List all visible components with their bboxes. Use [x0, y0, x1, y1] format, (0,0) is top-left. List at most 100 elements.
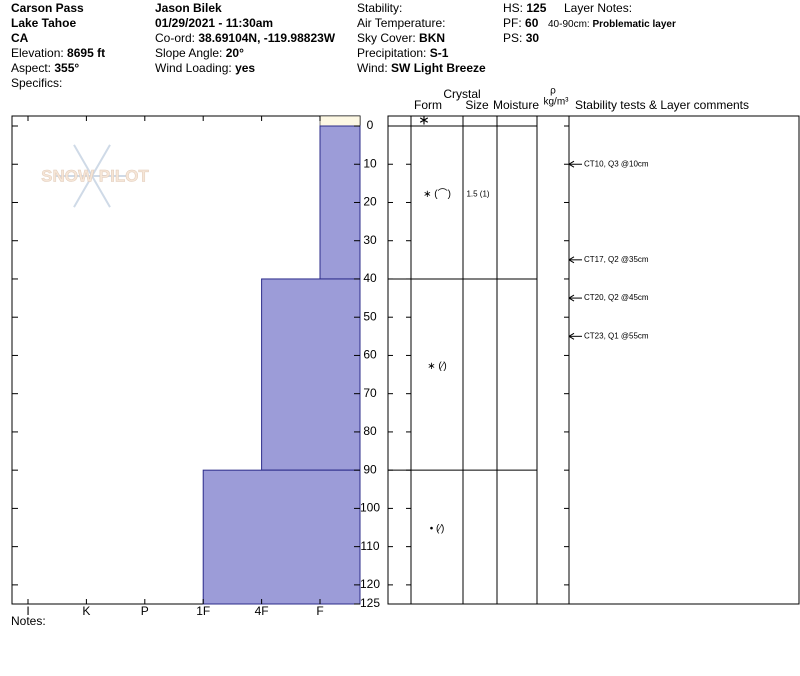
header-field: Sky Cover: BKN — [357, 31, 445, 45]
logo-flake — [73, 144, 93, 177]
header-field: Stability: — [357, 1, 402, 15]
y-tick-label: 90 — [363, 462, 377, 476]
x-tick-label: 4F — [255, 604, 269, 618]
field-value: 60 — [525, 16, 539, 30]
field-value: 355° — [54, 61, 79, 75]
y-tick-label: 50 — [363, 309, 377, 323]
field-value: 38.69104N, -119.98823W — [198, 31, 335, 45]
header-field: Aspect: 355° — [11, 61, 79, 75]
y-tick-label: 40 — [363, 271, 377, 285]
logo-text: SNOW PILOT — [41, 166, 149, 185]
test-arrowhead — [568, 332, 575, 340]
field-value: Carson Pass — [11, 1, 84, 15]
grain-form: ∗ (⁄) — [427, 361, 447, 372]
test-label: CT23, Q1 @55cm — [584, 331, 649, 340]
logo-flake — [73, 175, 93, 208]
grain-form: ∗ (⌒) — [423, 188, 451, 200]
x-tick-label: 1F — [196, 604, 210, 618]
y-tick-label: 0 — [367, 118, 374, 132]
hardness-bar — [261, 278, 361, 471]
field-value: 20° — [226, 46, 244, 60]
field-label: Wind Loading: — [155, 61, 232, 75]
logo-flake — [91, 175, 111, 208]
header-field: Slope Angle: 20° — [155, 46, 244, 60]
header-field: Precipitation: S-1 — [357, 46, 449, 60]
y-tick-label: 80 — [363, 424, 377, 438]
test-arrowhead — [568, 160, 575, 168]
field-value: 125 — [526, 1, 546, 15]
test-label: CT20, Q2 @45cm — [584, 293, 649, 302]
field-value: BKN — [419, 31, 445, 45]
header-field: Lake Tahoe — [11, 16, 76, 30]
field-label: HS: — [503, 1, 523, 15]
logo-flake — [91, 144, 111, 177]
y-tick-label: 120 — [360, 577, 380, 591]
field-label: Stability: — [357, 1, 402, 15]
field-value: 01/29/2021 - 11:30am — [155, 16, 273, 30]
layer-notes-label: Layer Notes: — [564, 1, 632, 15]
column-header: Crystal — [443, 87, 480, 101]
field-value: yes — [235, 61, 255, 75]
field-label: 40-90cm: — [548, 19, 590, 30]
test-arrowhead — [568, 294, 575, 302]
column-header: Stability tests & Layer comments — [575, 98, 749, 112]
surface-strip — [319, 115, 361, 127]
y-tick-label: 20 — [363, 195, 377, 209]
test-label: CT10, Q3 @10cm — [584, 159, 649, 168]
x-tick-label: K — [82, 604, 90, 618]
y-tick-label: 30 — [363, 233, 377, 247]
y-tick-label: 125 — [360, 596, 380, 610]
header-field: Specifics: — [11, 76, 62, 90]
grain-form: • (⁄) — [430, 524, 445, 535]
field-value: CA — [11, 31, 29, 45]
header-field: HS: 125 — [503, 1, 547, 15]
x-tick-label: P — [141, 604, 149, 618]
y-tick-label: 70 — [363, 386, 377, 400]
test-arrowhead — [568, 256, 575, 264]
field-label: Elevation: — [11, 46, 64, 60]
header-field: Air Temperature: — [357, 16, 445, 30]
field-label: Co-ord: — [155, 31, 195, 45]
header-field: Wind Loading: yes — [155, 61, 255, 75]
field-value: S-1 — [430, 46, 449, 60]
header-field: Jason Bilek — [155, 1, 222, 15]
field-label: Sky Cover: — [357, 31, 416, 45]
field-value: Problematic layer — [592, 19, 675, 30]
column-header: kg/m³ — [544, 97, 570, 108]
y-tick-label: 10 — [363, 156, 377, 170]
header-field: PS: 30 — [503, 31, 539, 45]
notes-label: Notes: — [11, 614, 46, 628]
field-label: Specifics: — [11, 76, 62, 90]
header-field: Co-ord: 38.69104N, -119.98823W — [155, 31, 336, 45]
field-value: 30 — [526, 31, 540, 45]
header-field: Elevation: 8695 ft — [11, 46, 105, 60]
field-value: SW Light Breeze — [391, 61, 486, 75]
column-header: Size — [465, 98, 489, 112]
field-label: Aspect: — [11, 61, 51, 75]
header-field: CA — [11, 31, 29, 45]
x-tick-label: F — [316, 604, 323, 618]
field-label: PS: — [503, 31, 522, 45]
header-field: 40-90cm: Problematic layer — [548, 19, 676, 30]
surface-form: ∗ — [418, 112, 430, 128]
grain-size: 1.5 (1) — [466, 190, 489, 199]
header-field: Wind: SW Light Breeze — [357, 61, 486, 75]
y-tick-label: 100 — [360, 501, 380, 515]
y-tick-label: 60 — [363, 348, 377, 362]
column-header: Form — [414, 98, 442, 112]
field-value: Lake Tahoe — [11, 16, 76, 30]
logo: SNOW PILOT — [41, 144, 150, 208]
x-tick-label: I — [26, 604, 29, 618]
y-tick-label: 110 — [360, 539, 379, 553]
column-header: Moisture — [493, 98, 539, 112]
field-value: Jason Bilek — [155, 1, 222, 15]
table-frame — [387, 115, 800, 605]
field-label: PF: — [503, 16, 522, 30]
header-field: PF: 60 — [503, 16, 539, 30]
header-field: Carson Pass — [11, 1, 84, 15]
test-label: CT17, Q2 @35cm — [584, 255, 649, 264]
field-value: 8695 ft — [67, 46, 105, 60]
field-label: Wind: — [357, 61, 388, 75]
header-field: 01/29/2021 - 11:30am — [155, 16, 273, 30]
